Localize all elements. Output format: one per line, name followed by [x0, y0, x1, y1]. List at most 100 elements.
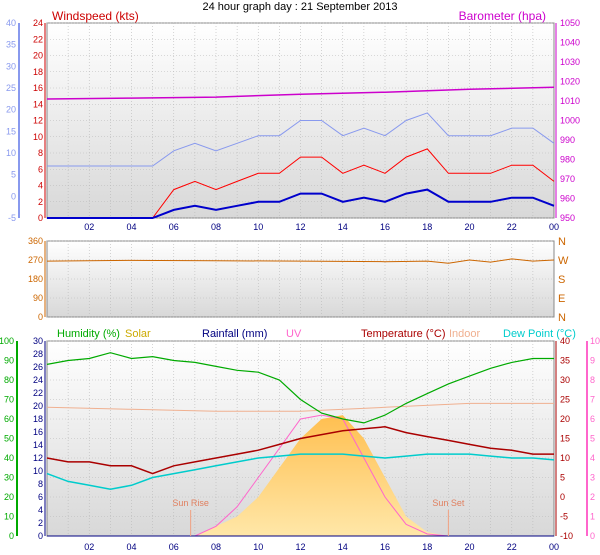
humidity-tick-label: 50 — [4, 434, 14, 444]
compass-label: S — [558, 274, 565, 286]
uv-tick-label: 8 — [590, 375, 595, 385]
barometer-label: Barometer (hpa) — [459, 9, 546, 23]
temperature-axis: -10 -5 0 5 10 15 20 25 30 35 40 — [555, 336, 573, 541]
temperature-tick-label: 5 — [560, 473, 565, 483]
wind-outer-tick-label: 35 — [6, 40, 16, 50]
humidity-tick-label: 40 — [4, 453, 14, 463]
x-tick-label: 06 — [169, 222, 179, 232]
barometer-axis: 950 960 970 980 990 1000 1010 1020 1030 1040 1050 — [555, 18, 580, 223]
uv-tick-label: 7 — [590, 395, 595, 405]
wind-direction-line — [46, 258, 555, 264]
barometer-line — [46, 86, 555, 100]
dew-point-line — [46, 453, 555, 490]
humidity-axis: 0 10 20 30 40 50 60 70 80 90 100 — [0, 336, 18, 541]
humidity-tick-label: 30 — [4, 473, 14, 483]
wind-tick-label: 16 — [33, 83, 43, 93]
indoor-legend-label: Indoor — [449, 328, 481, 340]
rainfall-tick-label: 4 — [38, 505, 43, 515]
x-tick-label: 14 — [338, 542, 348, 552]
x-tick-label: 18 — [422, 222, 432, 232]
rainfall-tick-label: 6 — [38, 492, 43, 502]
wind-outer-tick-label: 15 — [6, 126, 16, 136]
barometer-tick-label: 960 — [560, 194, 575, 204]
x-tick-label: 12 — [295, 542, 305, 552]
x-tick-label: 10 — [253, 542, 263, 552]
temperature-tick-label: 35 — [560, 356, 570, 366]
rainfall-tick-label: 0 — [38, 531, 43, 541]
direction-left-axis: 0 90 180 270 360 — [28, 236, 46, 322]
rainfall-tick-label: 30 — [33, 336, 43, 346]
x-tick-label: 10 — [253, 222, 263, 232]
x-tick-label: 14 — [338, 222, 348, 232]
barometer-tick-label: 990 — [560, 135, 575, 145]
rainfall-tick-label: 24 — [33, 375, 43, 385]
wind-average-line — [47, 188, 555, 219]
barometer-tick-label: 950 — [560, 213, 575, 223]
x-tick-label: 00 — [549, 222, 559, 232]
humidity-tick-label: 70 — [4, 395, 14, 405]
x-tick-label: 20 — [464, 542, 474, 552]
uv-tick-label: 4 — [590, 453, 595, 463]
temperature-line — [46, 426, 554, 475]
temperature-tick-label: 40 — [560, 336, 570, 346]
chart-title: 24 hour graph day : 21 September 2013 — [202, 1, 397, 13]
humidity-legend-label: Humidity (%) — [57, 328, 120, 340]
wind-outer-tick-label: 10 — [6, 148, 16, 158]
compass-label: W — [558, 255, 569, 267]
rainfall-tick-label: 10 — [33, 466, 43, 476]
barometer-tick-label: 1010 — [560, 96, 580, 106]
humidity-tick-label: 20 — [4, 492, 14, 502]
x-tick-label: 18 — [422, 542, 432, 552]
x-tick-label: 06 — [169, 542, 179, 552]
wind-tick-label: 0 — [38, 213, 43, 223]
temperature-tick-label: -5 — [560, 512, 568, 522]
direction-tick-label: 0 — [38, 312, 43, 322]
direction-tick-label: 270 — [28, 255, 43, 265]
temperature-tick-label: 10 — [560, 453, 570, 463]
wind-tick-label: 14 — [33, 99, 43, 109]
rainfall-tick-label: 26 — [33, 362, 43, 372]
x-tick-label: 22 — [507, 222, 517, 232]
uv-tick-label: 6 — [590, 414, 595, 424]
uv-tick-label: 1 — [590, 512, 595, 522]
sun-markers: Sun Rise Sun Set — [172, 498, 465, 536]
x-tick-label: 02 — [84, 542, 94, 552]
wind-x-axis: 02 04 06 08 10 12 14 16 18 20 22 00 — [84, 222, 559, 232]
uv-tick-label: 9 — [590, 356, 595, 366]
x-tick-label: 00 — [549, 542, 559, 552]
wind-tick-label: 18 — [33, 67, 43, 77]
wind-outer-tick-label: 25 — [6, 83, 16, 93]
x-tick-label: 20 — [464, 222, 474, 232]
x-tick-label: 16 — [380, 222, 390, 232]
uv-tick-label: 3 — [590, 473, 595, 483]
dew-point-legend-label: Dew Point (°C) — [503, 328, 576, 340]
uv-line — [173, 414, 449, 537]
uv-legend-label: UV — [286, 328, 302, 340]
x-tick-label: 08 — [211, 222, 221, 232]
barometer-tick-label: 1050 — [560, 18, 580, 28]
barometer-tick-label: 1020 — [560, 77, 580, 87]
humidity-tick-label: 100 — [0, 336, 14, 346]
humidity-tick-label: 60 — [4, 414, 14, 424]
wind-grid — [47, 22, 554, 219]
wind-average-light-line — [47, 112, 555, 167]
barometer-tick-label: 1040 — [560, 38, 580, 48]
wind-outer-tick-label: -5 — [8, 213, 16, 223]
sun-marker-label: Sun Rise — [172, 498, 209, 508]
temperature-tick-label: 15 — [560, 434, 570, 444]
temperature-tick-label: -10 — [560, 531, 573, 541]
humidity-tick-label: 90 — [4, 356, 14, 366]
wind-outer-tick-label: 0 — [11, 191, 16, 201]
barometer-tick-label: 980 — [560, 155, 575, 165]
wind-gust-line — [47, 148, 555, 219]
temperature-legend-label: Temperature (°C) — [361, 328, 445, 340]
compass-label: N — [558, 236, 566, 248]
weather-x-axis: 02 04 06 08 10 12 14 16 18 20 22 00 — [84, 542, 559, 552]
wind-tick-label: 10 — [33, 132, 43, 142]
rainfall-tick-label: 8 — [38, 479, 43, 489]
